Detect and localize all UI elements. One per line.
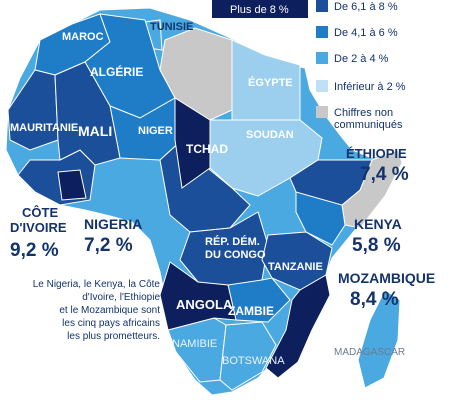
legend-label-4: Inférieur à 2 % — [334, 81, 406, 93]
region-madagascar — [357, 289, 401, 389]
label-algerie: ALGÉRIE — [90, 64, 143, 79]
label-mauritanie: MAURITANIE — [10, 122, 78, 134]
nigeria-value: 7,2 % — [84, 235, 133, 256]
note-line-3: et le Mozambique sont — [59, 305, 160, 316]
note-line-1: Le Nigeria, le Kenya, la Côte — [33, 279, 161, 290]
legend-label-5: Chiffres non communiqués — [334, 107, 403, 131]
label-botswana: BOTSWANA — [222, 355, 285, 367]
region-kenya — [295, 191, 346, 246]
legend-label-2: De 4,1 à 6 % — [334, 27, 398, 39]
label-mali: MALI — [78, 123, 112, 139]
region-egypte — [231, 39, 301, 121]
label-rdc-line2: DU CONGO — [205, 249, 266, 261]
label-maroc: MAROC — [62, 31, 104, 43]
label-tunisie: TUNISIE — [150, 21, 193, 33]
region-tchad — [174, 97, 211, 189]
label-tchad: TCHAD — [186, 142, 228, 156]
label-soudan: SOUDAN — [246, 129, 294, 141]
cote-ivoire-name-line2: D'IVOIRE — [10, 220, 67, 235]
mozambique-value: 8,4 % — [350, 289, 399, 310]
legend-label-3: De 2 à 4 % — [334, 53, 389, 65]
legend-label-1: De 6,1 à 8 % — [334, 1, 398, 13]
legend-swatch-1 — [316, 0, 328, 12]
legend-swatch-5 — [316, 106, 328, 118]
ethiopie-name: ÉTHIOPIE — [346, 146, 407, 161]
mozambique-name: MOZAMBIQUE — [338, 270, 435, 286]
label-egypte: ÉGYPTE — [248, 76, 293, 89]
cote-ivoire-name-line1: CÔTE — [22, 205, 58, 220]
label-tanzanie: TANZANIE — [268, 261, 323, 273]
label-madagascar: MADAGASCAR — [334, 347, 405, 358]
region-botswana — [219, 321, 277, 391]
legend-label-0: Plus de 8 % — [230, 4, 289, 16]
kenya-value: 5,8 % — [352, 235, 401, 256]
region-cote-ivoire — [57, 169, 87, 201]
label-angola: ANGOLA — [176, 297, 233, 312]
legend-swatch-0 — [212, 0, 308, 18]
region-mauritanie — [7, 69, 59, 151]
note-line-5: les plus prometteurs. — [67, 331, 160, 342]
region-angola — [159, 261, 237, 331]
cote-ivoire-value: 9,2 % — [10, 240, 59, 261]
note-line-2: d'Ivoire, l'Ethiopie — [82, 292, 160, 303]
label-namibie: NAMIBIE — [172, 338, 217, 350]
legend: Plus de 8 % De 6,1 à 8 % De 4,1 à 6 % De… — [212, 0, 406, 131]
kenya-name: KENYA — [354, 216, 402, 232]
label-rdc-line1: RÉP. DÉM. — [205, 235, 260, 248]
note-line-4: les cinq pays africains — [62, 318, 160, 329]
legend-swatch-4 — [316, 80, 328, 92]
ethiopie-value: 7,4 % — [360, 164, 409, 185]
label-niger: NIGER — [138, 125, 173, 137]
region-mozambique — [265, 274, 331, 379]
region-mali — [54, 61, 121, 166]
nigeria-name: NIGERIA — [84, 216, 142, 232]
label-zambie: ZAMBIE — [228, 304, 274, 318]
legend-swatch-2 — [316, 26, 328, 38]
legend-swatch-3 — [316, 52, 328, 64]
